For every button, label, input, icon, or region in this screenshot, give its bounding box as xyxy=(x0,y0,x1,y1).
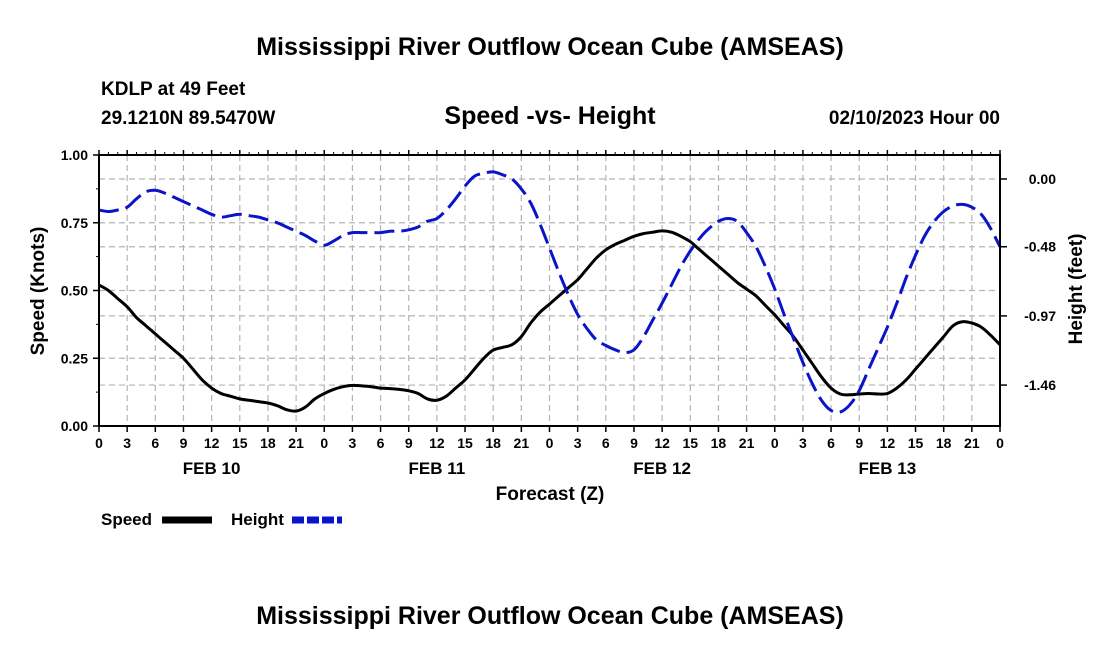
x-tick-label: 15 xyxy=(457,435,473,451)
y-left-tick-label: 0.75 xyxy=(61,215,88,231)
station-coordinates: 29.1210N 89.5470W xyxy=(101,108,275,129)
forecast-date: 02/10/2023 Hour 00 xyxy=(829,108,1000,129)
day-label: FEB 11 xyxy=(409,459,466,478)
day-label: FEB 13 xyxy=(859,459,917,478)
chart-subtitle: Speed -vs- Height xyxy=(444,102,656,130)
x-tick-label: 9 xyxy=(405,435,413,451)
day-label: FEB 10 xyxy=(183,459,241,478)
x-tick-label: 12 xyxy=(654,435,670,451)
x-axis-label: Forecast (Z) xyxy=(496,484,605,505)
x-tick-label: 15 xyxy=(908,435,924,451)
series-line-speed xyxy=(98,229,1002,413)
x-tick-label: 6 xyxy=(151,435,159,451)
x-tick-label: 12 xyxy=(204,435,220,451)
series-layer xyxy=(98,170,1002,414)
y-right-tick-label: -1.46 xyxy=(1024,377,1056,393)
day-label: FEB 12 xyxy=(633,459,691,478)
x-tick-label: 0 xyxy=(771,435,779,451)
x-tick-label: 9 xyxy=(855,435,863,451)
y-right-tick-label: 0.00 xyxy=(1029,171,1056,187)
x-tick-label: 9 xyxy=(180,435,188,451)
x-tick-label: 21 xyxy=(739,435,755,451)
legend: Speed Height xyxy=(101,510,342,529)
x-tick-label: 12 xyxy=(429,435,445,451)
x-tick-label: 15 xyxy=(232,435,248,451)
x-tick-label: 3 xyxy=(799,435,807,451)
x-tick-label: 18 xyxy=(260,435,276,451)
x-tick-label: 21 xyxy=(288,435,304,451)
y-right-tick-label: -0.48 xyxy=(1024,239,1056,255)
x-tick-label: 0 xyxy=(996,435,1004,451)
x-tick-label: 6 xyxy=(827,435,835,451)
y-left-tick-label: 1.00 xyxy=(61,147,88,163)
x-tick-label: 0 xyxy=(95,435,103,451)
x-tick-label: 0 xyxy=(320,435,328,451)
station-label: KDLP at 49 Feet xyxy=(101,79,246,100)
x-tick-label: 15 xyxy=(682,435,698,451)
main-title: Mississippi River Outflow Ocean Cube (AM… xyxy=(256,33,844,61)
x-tick-label: 18 xyxy=(936,435,952,451)
x-tick-label: 6 xyxy=(377,435,385,451)
x-tick-label: 21 xyxy=(514,435,530,451)
x-tick-label: 18 xyxy=(711,435,727,451)
x-tick-label: 3 xyxy=(574,435,582,451)
y-axis-label-left: Speed (Knots) xyxy=(28,227,49,356)
x-tick-label: 21 xyxy=(964,435,980,451)
y-left-tick-label: 0.00 xyxy=(61,418,88,434)
x-tick-label: 9 xyxy=(630,435,638,451)
axis-ticks: 0 3 6 9 12 15 18 21 0 3 6 9 12 15 18 21 0 3 6 9 12 15 18 21 0 3 6 9… xyxy=(61,147,1056,478)
x-tick-label: 3 xyxy=(123,435,131,451)
y-left-tick-label: 0.50 xyxy=(61,283,88,299)
x-tick-label: 0 xyxy=(546,435,554,451)
x-tick-label: 3 xyxy=(349,435,357,451)
series-line-height xyxy=(98,170,1002,414)
legend-label-speed: Speed xyxy=(101,510,152,529)
x-tick-label: 18 xyxy=(485,435,501,451)
x-tick-label: 6 xyxy=(602,435,610,451)
grid-lines xyxy=(99,155,1000,426)
y-axis-label-right: Height (feet) xyxy=(1066,234,1087,345)
footer-title: Mississippi River Outflow Ocean Cube (AM… xyxy=(256,602,844,630)
y-right-tick-label: -0.97 xyxy=(1024,308,1056,324)
y-left-tick-label: 0.25 xyxy=(61,350,88,366)
legend-label-height: Height xyxy=(231,510,284,529)
x-tick-label: 12 xyxy=(880,435,896,451)
